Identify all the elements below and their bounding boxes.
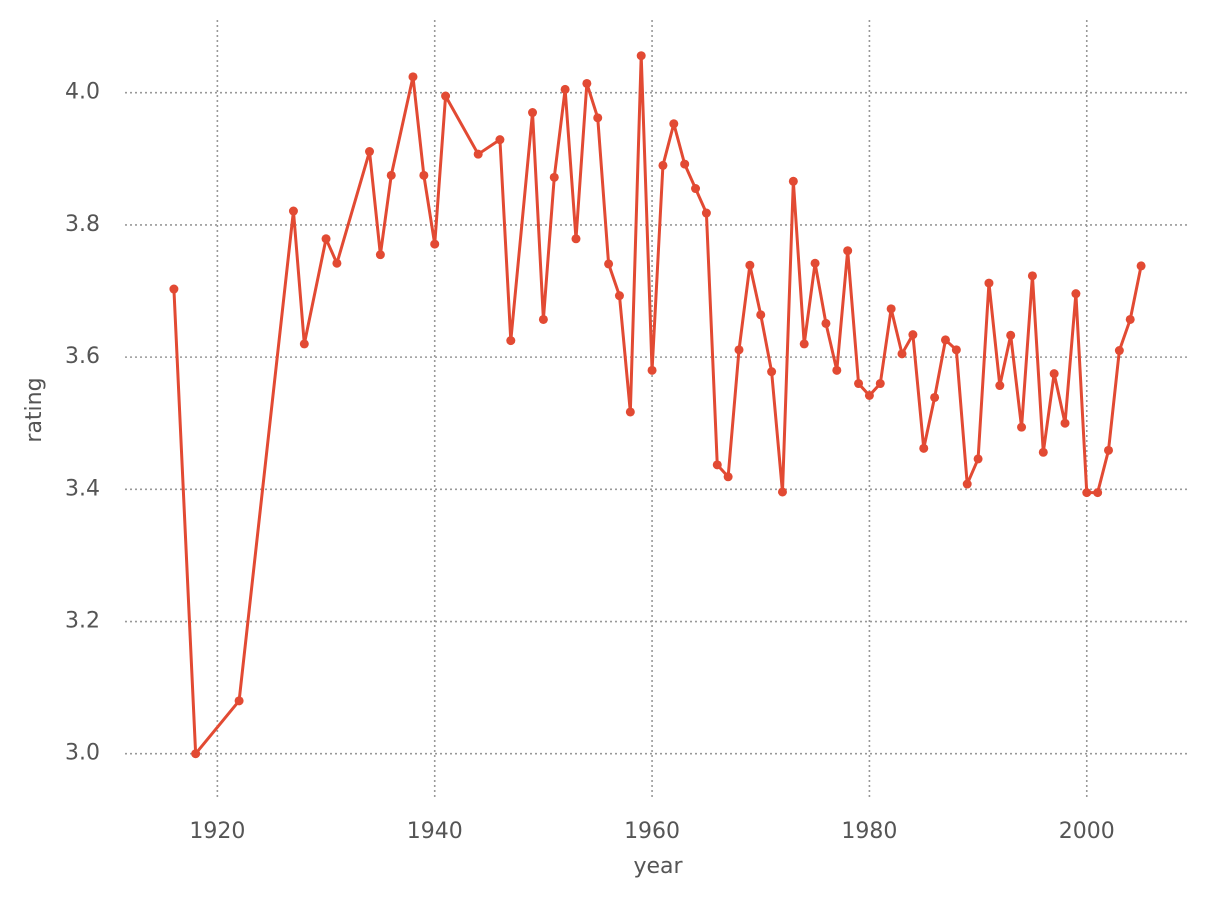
data-point — [973, 454, 983, 464]
y-tick-label: 3.8 — [65, 212, 100, 237]
data-point — [1103, 445, 1113, 455]
data-line — [172, 54, 1143, 756]
data-point — [408, 72, 418, 82]
data-point — [669, 119, 679, 129]
data-point — [332, 258, 342, 268]
data-point — [528, 108, 538, 118]
data-point — [854, 379, 864, 389]
data-point — [1027, 271, 1037, 281]
data-point — [560, 84, 570, 94]
data-point — [821, 318, 831, 328]
data-point — [658, 160, 668, 170]
x-tick-label: 1960 — [624, 819, 680, 844]
data-point — [995, 381, 1005, 391]
data-point — [234, 696, 244, 706]
x-tick-label: 1980 — [841, 819, 897, 844]
data-point — [788, 176, 798, 186]
y-axis-label: rating — [22, 377, 47, 442]
data-point — [430, 239, 440, 249]
data-point — [930, 392, 940, 402]
data-point — [321, 234, 331, 244]
x-tick-label: 2000 — [1059, 819, 1115, 844]
data-point — [919, 443, 929, 453]
data-point — [701, 208, 711, 218]
data-point — [604, 259, 614, 269]
data-point — [593, 113, 603, 123]
data-point — [962, 479, 972, 489]
data-point — [288, 206, 298, 216]
data-point — [582, 78, 592, 88]
data-point — [1071, 289, 1081, 299]
data-point — [506, 336, 516, 346]
y-tick-label: 3.2 — [65, 609, 100, 634]
x-tick-label: 1920 — [189, 819, 245, 844]
data-point — [1006, 330, 1016, 340]
data-point — [984, 278, 994, 288]
data-point — [810, 258, 820, 268]
data-point — [1136, 261, 1146, 271]
data-point — [875, 379, 885, 389]
data-point — [571, 234, 581, 244]
data-point — [723, 472, 733, 482]
data-point — [636, 51, 646, 61]
data-point — [756, 310, 766, 320]
y-tick-label: 3.0 — [65, 741, 100, 766]
data-point — [299, 339, 309, 349]
data-point — [169, 284, 179, 294]
data-point — [473, 149, 483, 159]
data-point — [386, 170, 396, 180]
data-point — [1017, 422, 1027, 432]
data-point — [897, 349, 907, 359]
data-point — [886, 304, 896, 314]
data-point — [495, 135, 505, 145]
data-point — [1114, 346, 1124, 356]
data-point — [419, 170, 429, 180]
data-point — [1093, 488, 1103, 498]
data-point — [767, 367, 777, 377]
x-axis-label: year — [633, 854, 683, 879]
data-point — [832, 365, 842, 375]
y-tick-label: 4.0 — [65, 80, 100, 105]
data-point — [864, 390, 874, 400]
data-point — [799, 339, 809, 349]
data-point — [940, 335, 950, 345]
data-point — [691, 184, 701, 194]
data-point — [647, 365, 657, 375]
data-point — [1038, 447, 1048, 457]
y-tick-label: 3.4 — [65, 476, 100, 501]
data-point — [191, 749, 201, 759]
data-point — [908, 330, 918, 340]
data-point — [1125, 314, 1135, 324]
data-point — [680, 159, 690, 169]
data-point — [365, 147, 375, 157]
data-point — [734, 345, 744, 355]
data-point — [625, 407, 635, 417]
data-point — [1082, 488, 1092, 498]
data-point — [1049, 369, 1059, 379]
data-point — [614, 291, 624, 301]
y-tick-label: 3.6 — [65, 344, 100, 369]
data-point — [538, 314, 548, 324]
data-point — [712, 460, 722, 470]
data-point — [843, 246, 853, 256]
data-point — [375, 250, 385, 260]
data-point — [745, 260, 755, 270]
data-point — [549, 172, 559, 182]
x-tick-label: 1940 — [407, 819, 463, 844]
data-point — [951, 345, 961, 355]
data-point — [441, 91, 451, 101]
data-point — [777, 487, 787, 497]
data-point — [1060, 418, 1070, 428]
